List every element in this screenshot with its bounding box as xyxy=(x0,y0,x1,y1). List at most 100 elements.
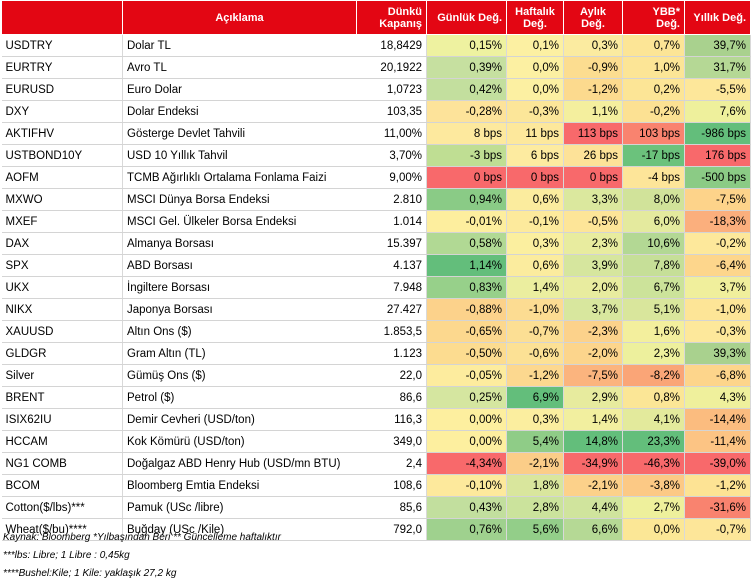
row-weekly: -0,1% xyxy=(506,210,564,233)
row-close: 2.810 xyxy=(356,188,427,211)
row-code: NG1 COMB xyxy=(1,452,123,475)
table-row: NG1 COMB Doğalgaz ABD Henry Hub (USD/mn B… xyxy=(1,452,751,475)
table-row: GLDGR Gram Altın (TL) 1.123 -0,50% -0,6% -2,0… xyxy=(1,342,751,365)
row-monthly: 4,4% xyxy=(563,496,623,519)
row-code: AKTIFHV xyxy=(1,122,123,145)
row-weekly: 1,8% xyxy=(506,474,564,497)
row-close: 15.397 xyxy=(356,232,427,255)
row-ytd: 8,0% xyxy=(622,188,685,211)
row-close: 85,6 xyxy=(356,496,427,519)
row-yearly: -986 bps xyxy=(684,122,751,145)
row-weekly: 0,3% xyxy=(506,408,564,431)
row-monthly: 26 bps xyxy=(563,144,623,167)
footnote-source: Kaynak: Bloomberg *Yılbaşından Beri ** G… xyxy=(3,532,281,543)
row-daily: -3 bps xyxy=(426,144,507,167)
row-close: 22,0 xyxy=(356,364,427,387)
row-code: NIKX xyxy=(1,298,123,321)
row-monthly: -2,3% xyxy=(563,320,623,343)
header-monthly-line1: Aylık xyxy=(580,5,606,18)
row-daily: 1,14% xyxy=(426,254,507,277)
table-row: AKTIFHV Gösterge Devlet Tahvili 11,00% 8 bp… xyxy=(1,122,751,145)
row-ytd: 6,7% xyxy=(622,276,685,299)
row-description: USD 10 Yıllık Tahvil xyxy=(122,144,357,167)
row-close: 349,0 xyxy=(356,430,427,453)
row-weekly: 5,6% xyxy=(506,518,564,541)
row-close: 7.948 xyxy=(356,276,427,299)
table-row: Silver Gümüş Ons ($) 22,0 -0,05% -1,2% -7,5% -… xyxy=(1,364,751,387)
row-ytd: 4,1% xyxy=(622,408,685,431)
row-description: Avro TL xyxy=(122,56,357,79)
row-yearly: -31,6% xyxy=(684,496,751,519)
row-monthly: 2,9% xyxy=(563,386,623,409)
row-yearly: -500 bps xyxy=(684,166,751,189)
row-ytd: 0,7% xyxy=(622,34,685,57)
row-monthly: 113 bps xyxy=(563,122,623,145)
row-code: AOFM xyxy=(1,166,123,189)
row-ytd: 7,8% xyxy=(622,254,685,277)
row-ytd: -46,3% xyxy=(622,452,685,475)
row-description: Gösterge Devlet Tahvili xyxy=(122,122,357,145)
row-code: UKX xyxy=(1,276,123,299)
row-monthly: -0,5% xyxy=(563,210,623,233)
row-weekly: 6 bps xyxy=(506,144,564,167)
row-weekly: -0,6% xyxy=(506,342,564,365)
row-monthly: 2,0% xyxy=(563,276,623,299)
header-daily: Günlük Değ. xyxy=(426,0,507,35)
header-row: Açıklama Dünkü Kapanış Günlük Değ. Hafta… xyxy=(1,0,751,35)
row-description: Gram Altın (TL) xyxy=(122,342,357,365)
row-daily: -0,88% xyxy=(426,298,507,321)
row-close: 18,8429 xyxy=(356,34,427,57)
row-code: EURUSD xyxy=(1,78,123,101)
row-code: Silver xyxy=(1,364,123,387)
row-close: 3,70% xyxy=(356,144,427,167)
row-weekly: 0,0% xyxy=(506,78,564,101)
table-body: USDTRY Dolar TL 18,8429 0,15% 0,1% 0,3% 0,7% 39… xyxy=(1,34,751,541)
row-weekly: 0,0% xyxy=(506,56,564,79)
row-monthly: 14,8% xyxy=(563,430,623,453)
row-code: DAX xyxy=(1,232,123,255)
row-daily: 0,58% xyxy=(426,232,507,255)
table-row: BRENT Petrol ($) 86,6 0,25% 6,9% 2,9% 0,8% 4,3% xyxy=(1,386,751,409)
row-yearly: 39,7% xyxy=(684,34,751,57)
header-weekly-line1: Haftalık xyxy=(515,5,555,18)
row-close: 4.137 xyxy=(356,254,427,277)
row-code: MXEF xyxy=(1,210,123,233)
table-row: BCOM Bloomberg Emtia Endeksi 108,6 -0,10% 1,… xyxy=(1,474,751,497)
row-close: 792,0 xyxy=(356,518,427,541)
row-close: 86,6 xyxy=(356,386,427,409)
footnote-libre: ***lbs: Libre; 1 Libre : 0,45kg xyxy=(3,550,130,561)
row-monthly: -34,9% xyxy=(563,452,623,475)
row-description: Kok Kömürü (USD/ton) xyxy=(122,430,357,453)
row-monthly: 1,1% xyxy=(563,100,623,123)
row-weekly: 1,4% xyxy=(506,276,564,299)
row-ytd: -0,2% xyxy=(622,100,685,123)
row-close: 103,35 xyxy=(356,100,427,123)
row-close: 1.014 xyxy=(356,210,427,233)
row-daily: -0,65% xyxy=(426,320,507,343)
row-description: Dolar TL xyxy=(122,34,357,57)
row-daily: 8 bps xyxy=(426,122,507,145)
row-ytd: 1,6% xyxy=(622,320,685,343)
row-close: 9,00% xyxy=(356,166,427,189)
row-code: MXWO xyxy=(1,188,123,211)
row-monthly: -1,2% xyxy=(563,78,623,101)
row-weekly: 0,1% xyxy=(506,34,564,57)
row-code: XAUUSD xyxy=(1,320,123,343)
table-row: EURUSD Euro Dolar 1,0723 0,42% 0,0% -1,2% 0,2%… xyxy=(1,78,751,101)
row-close: 108,6 xyxy=(356,474,427,497)
row-daily: 0,76% xyxy=(426,518,507,541)
row-yearly: 4,3% xyxy=(684,386,751,409)
header-monthly: Aylık Değ. xyxy=(563,0,623,35)
row-code: HCCAM xyxy=(1,430,123,453)
row-description: MSCI Gel. Ülkeler Borsa Endeksi xyxy=(122,210,357,233)
row-weekly: -0,3% xyxy=(506,100,564,123)
row-monthly: 6,6% xyxy=(563,518,623,541)
row-code: SPX xyxy=(1,254,123,277)
header-close: Dünkü Kapanış xyxy=(356,0,427,35)
row-description: Gümüş Ons ($) xyxy=(122,364,357,387)
row-monthly: -2,0% xyxy=(563,342,623,365)
table-row: UKX İngiltere Borsası 7.948 0,83% 1,4% 2,0% 6,… xyxy=(1,276,751,299)
row-description: TCMB Ağırlıklı Ortalama Fonlama Faizi xyxy=(122,166,357,189)
row-ytd: -17 bps xyxy=(622,144,685,167)
row-description: Altın Ons ($) xyxy=(122,320,357,343)
